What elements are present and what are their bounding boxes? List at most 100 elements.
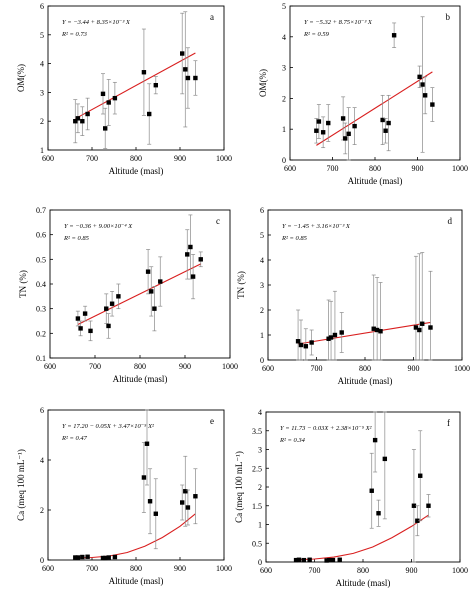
- data-point: [152, 306, 157, 311]
- y-tick-label: 4: [260, 256, 264, 265]
- data-point: [106, 555, 111, 560]
- y-tick-label: 0.4: [36, 280, 46, 289]
- x-tick-label: 800: [359, 364, 371, 373]
- r-squared: R² = 0.85: [63, 235, 90, 242]
- data-point: [428, 325, 433, 330]
- y-tick-label: 0: [258, 558, 262, 567]
- x-tick-label: 900: [174, 154, 186, 163]
- regression-equation: Y = −1.45 + 3.16×10⁻³ X: [282, 223, 351, 230]
- data-point: [330, 557, 336, 563]
- x-tick-label: 1000: [454, 364, 470, 373]
- y-tick-label: 2: [40, 506, 44, 515]
- plot-frame: [289, 5, 461, 161]
- x-tick-label: 600: [42, 564, 54, 573]
- x-tick-label: 700: [309, 566, 321, 575]
- data-point: [100, 91, 106, 97]
- x-tick-label: 600: [42, 154, 54, 163]
- fit-line: [77, 263, 202, 325]
- data-point: [420, 82, 425, 87]
- regression-equation: Y = 11.73 − 0.03X + 2.38×10⁻⁵ X²: [280, 425, 373, 432]
- data-point: [103, 126, 108, 131]
- y-tick-label: 5: [40, 31, 44, 40]
- data-point: [376, 511, 381, 516]
- x-tick-label: 1000: [216, 154, 232, 163]
- data-point: [78, 326, 83, 331]
- data-point: [85, 554, 90, 559]
- data-point: [326, 336, 331, 341]
- data-point: [116, 294, 121, 299]
- data-point: [415, 518, 420, 523]
- data-point: [418, 473, 423, 478]
- data-point: [320, 130, 326, 135]
- data-point: [324, 558, 329, 563]
- x-tick-label: 900: [174, 564, 186, 573]
- data-point: [158, 279, 163, 284]
- data-point: [372, 437, 378, 443]
- regression-equation: Y = −5.32 + 8.75×10⁻³ X: [304, 19, 373, 26]
- data-point: [193, 75, 198, 81]
- x-tick-label: 600: [260, 566, 272, 575]
- panel-label: f: [447, 418, 450, 428]
- data-point: [82, 311, 88, 316]
- chart-panel-d: 600 700 800 900 1000 0 1 2 3 4 5 6 Altitude (masl) TN…: [236, 206, 470, 386]
- y-tick-label: 0: [40, 556, 44, 565]
- y-tick-label: 0.1: [36, 354, 46, 363]
- data-point: [73, 555, 78, 560]
- fit-line: [316, 71, 433, 146]
- data-point: [417, 327, 422, 333]
- data-point: [185, 75, 191, 81]
- data-point: [378, 329, 383, 334]
- r-squared: R² = 0.73: [61, 31, 88, 38]
- data-point: [420, 321, 425, 326]
- y-tick-label: 2: [40, 117, 44, 126]
- data-point: [104, 306, 109, 311]
- y-tick-label: 1: [40, 146, 44, 155]
- chart-panel-e: 600 700 800 900 1000 0 2 4 6 Altitude (masl) Ca (m…: [16, 406, 232, 586]
- y-tick-label: 0.5: [36, 255, 46, 264]
- y-tick-label: 3: [258, 446, 262, 455]
- data-point: [343, 136, 348, 141]
- data-point: [180, 500, 185, 505]
- x-tick-label: 600: [284, 164, 296, 173]
- y-tick-label: 4: [282, 33, 286, 42]
- x-tick-label: 800: [134, 362, 146, 371]
- x-tick-label: 700: [311, 364, 323, 373]
- y-tick-label: 0.6: [36, 231, 46, 240]
- data-point: [296, 557, 302, 562]
- x-tick-label: 800: [369, 164, 381, 173]
- data-point: [371, 326, 376, 331]
- fit-line: [296, 514, 429, 561]
- data-point: [337, 557, 342, 562]
- x-tick-label: 900: [406, 566, 418, 575]
- x-tick-label: 700: [86, 154, 98, 163]
- x-tick-label: 900: [408, 364, 420, 373]
- y-axis-label: OM(%): [16, 64, 26, 92]
- x-tick-label: 800: [357, 566, 369, 575]
- data-point: [339, 330, 344, 335]
- data-point: [103, 555, 108, 561]
- y-tick-label: 1: [282, 125, 286, 134]
- data-point: [332, 332, 338, 338]
- data-point: [298, 342, 304, 348]
- x-axis-label: Altitude (masl): [109, 166, 164, 176]
- x-axis-label: Altitude (masl): [113, 374, 168, 384]
- y-tick-label: 1: [260, 331, 264, 340]
- y-tick-label: 1: [258, 521, 262, 530]
- data-point: [326, 120, 331, 126]
- x-tick-label: 900: [179, 362, 191, 371]
- data-point: [340, 116, 346, 121]
- data-point: [303, 344, 309, 349]
- data-point: [326, 557, 332, 563]
- panel-label: d: [448, 216, 453, 226]
- x-tick-label: 1000: [452, 164, 468, 173]
- data-point: [314, 128, 319, 133]
- plot-frame: [267, 209, 463, 361]
- data-point: [75, 555, 81, 560]
- x-axis-label: Altitude (masl): [336, 578, 391, 588]
- data-point: [73, 119, 78, 124]
- data-point: [188, 244, 193, 250]
- data-point: [153, 511, 158, 516]
- data-point: [183, 489, 188, 494]
- y-tick-label: 3: [282, 64, 286, 73]
- y-tick-label: 0: [282, 156, 286, 165]
